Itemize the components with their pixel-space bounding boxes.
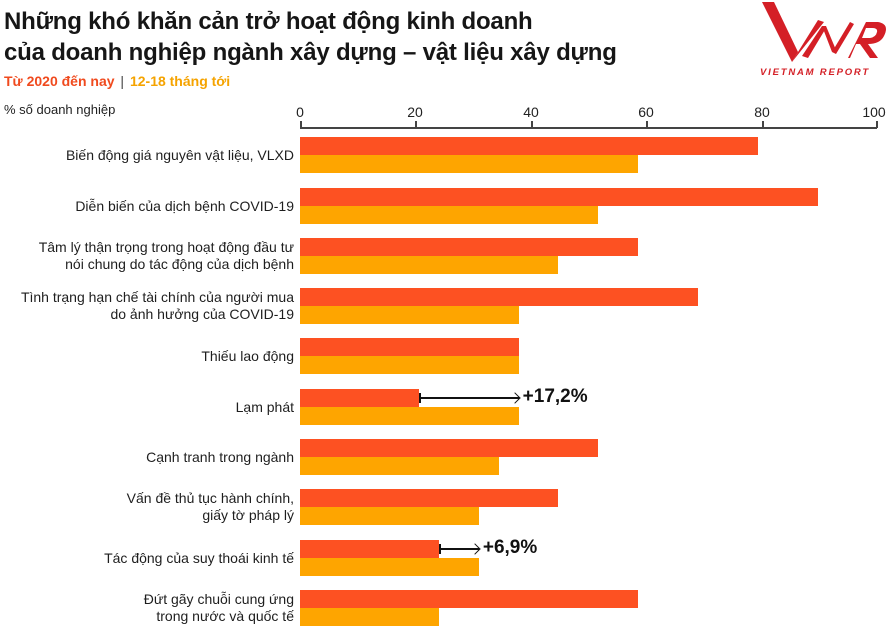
tick-mark	[876, 121, 878, 128]
bar-series-2	[300, 407, 519, 425]
category-label: Lạm phát	[235, 398, 294, 415]
bar-series-1	[300, 439, 599, 457]
bar-series-1	[300, 137, 758, 155]
bar-row: Vấn đề thủ tục hành chính, giấy tờ pháp …	[0, 489, 889, 525]
bar-series-1	[300, 489, 559, 507]
tick-label-80: 80	[754, 104, 770, 120]
bar-series-2	[300, 608, 440, 626]
bar-row: Đứt gãy chuỗi cung ứng trong nước và quố…	[0, 590, 889, 626]
bar-series-1	[300, 288, 699, 306]
bar-series-1	[300, 540, 440, 558]
bar-series-1	[300, 238, 639, 256]
bar-row: Tình trạng hạn chế tài chính của người m…	[0, 288, 889, 324]
bar-row: Biến động giá nguyên vật liệu, VLXD	[0, 137, 889, 173]
bar-row: Diễn biến của dịch bệnh COVID-19	[0, 188, 889, 224]
tick-label-60: 60	[638, 104, 654, 120]
category-label: Diễn biến của dịch bệnh COVID-19	[75, 197, 294, 214]
category-label: Đứt gãy chuỗi cung ứng trong nước và quố…	[143, 591, 294, 624]
tick-mark	[415, 121, 417, 128]
bar-series-1	[300, 338, 519, 356]
bar-series-1	[300, 389, 420, 407]
x-axis: 0 20 40 60 80 100	[0, 0, 889, 140]
logo-text: VIETNAM REPORT	[760, 67, 871, 78]
bar-series-1	[300, 188, 818, 206]
category-label: Tâm lý thận trọng trong hoạt động đầu tư…	[38, 239, 294, 272]
category-label: Thiếu lao động	[201, 347, 294, 364]
tick-label-100: 100	[862, 104, 886, 120]
category-label: Tình trạng hạn chế tài chính của người m…	[20, 289, 294, 322]
tick-label-20: 20	[407, 104, 423, 120]
annotation-text: +17,2%	[522, 386, 588, 407]
bar-row: Tác động của suy thoái kinh tế	[0, 540, 889, 576]
legend-separator: |	[120, 73, 125, 89]
legend: Từ 2020 đến nay | 12-18 tháng tới	[4, 73, 230, 89]
chart-title: Những khó khăn cản trở hoạt động kinh do…	[4, 6, 724, 68]
vietnam-report-logo-icon	[762, 2, 886, 62]
chart-title-line-2: của doanh nghiệp ngành xây dựng – vật li…	[4, 39, 617, 66]
annotation-arrow-line	[419, 397, 519, 399]
category-label: Cạnh tranh trong ngành	[146, 448, 294, 465]
legend-series-1: Từ 2020 đến nay	[4, 73, 115, 89]
tick-label-0: 0	[296, 104, 304, 120]
annotation-text: +6,9%	[482, 537, 538, 558]
bar-series-2	[300, 507, 479, 525]
chart-title-line-1: Những khó khăn cản trở hoạt động kinh do…	[4, 8, 533, 35]
category-label: Biến động giá nguyên vật liệu, VLXD	[65, 146, 294, 163]
category-label: Tác động của suy thoái kinh tế	[104, 549, 294, 566]
bar-series-2	[300, 356, 519, 374]
bar-series-2	[300, 206, 599, 224]
unit-label: % số doanh nghiệp	[4, 102, 116, 117]
bar-series-2	[300, 457, 500, 475]
tick-mark	[531, 121, 533, 128]
annotation-arrow-line	[439, 548, 479, 550]
bar-row: Lạm phát	[0, 389, 889, 425]
bar-series-2	[300, 155, 639, 173]
bar-row: Cạnh tranh trong ngành	[0, 439, 889, 475]
bar-series-2	[300, 306, 519, 324]
bar-series-1	[300, 590, 639, 608]
legend-series-2: 12-18 tháng tới	[129, 73, 231, 89]
bar-series-2	[300, 256, 559, 274]
bar-series-2	[300, 558, 479, 576]
tick-label-40: 40	[523, 104, 539, 120]
x-axis-line	[300, 127, 877, 129]
bar-row: Tâm lý thận trọng trong hoạt động đầu tư…	[0, 238, 889, 274]
tick-mark	[300, 121, 302, 128]
tick-mark	[646, 121, 648, 128]
category-label: Vấn đề thủ tục hành chính, giấy tờ pháp …	[126, 490, 294, 523]
tick-mark	[762, 121, 764, 128]
bar-row: Thiếu lao động	[0, 338, 889, 374]
